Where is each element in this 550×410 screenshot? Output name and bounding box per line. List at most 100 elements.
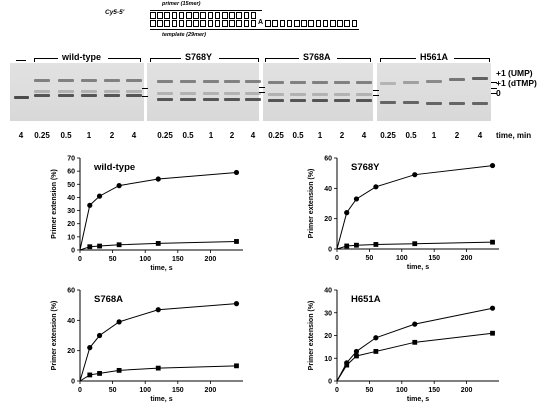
data-point <box>116 319 122 325</box>
bracket-line <box>219 58 258 59</box>
x-tick-label: 150 <box>428 255 440 262</box>
y-tick-label: 20 <box>324 333 332 340</box>
gel-band <box>203 80 219 83</box>
data-point <box>116 367 122 373</box>
gel-band <box>380 82 396 85</box>
y-axis-label: Primer extension (%) <box>51 169 58 239</box>
gel-band <box>312 99 328 102</box>
template-box <box>171 20 178 27</box>
data-point <box>412 172 418 178</box>
template-box <box>344 20 351 27</box>
primer-box <box>164 12 171 19</box>
x-tick-label: 200 <box>205 387 217 394</box>
x-tick-label: 100 <box>396 255 408 262</box>
y-tick-label: 30 <box>324 310 332 317</box>
gel-time-label: 1 <box>317 131 323 140</box>
band-marker <box>373 95 379 96</box>
gel-time-label: 2 <box>454 131 460 140</box>
gel-time-label: 0.25 <box>380 131 396 140</box>
bracket-line <box>380 58 381 62</box>
band-marker <box>142 96 148 97</box>
template-box <box>301 20 307 27</box>
bracket-line <box>258 58 259 62</box>
gel-band <box>245 92 261 95</box>
template-box <box>200 20 207 27</box>
x-tick-label: 50 <box>366 387 374 394</box>
gel-band <box>58 79 74 82</box>
gel-band <box>81 79 97 82</box>
gel-band <box>472 102 488 106</box>
x-tick-label: 150 <box>172 256 184 263</box>
gel-band <box>356 93 372 96</box>
gel-time-label: 4 <box>477 131 483 140</box>
gel-band <box>126 90 142 93</box>
template-box <box>236 20 243 27</box>
series-line <box>79 303 237 382</box>
gel-panel <box>263 63 373 121</box>
y-tick-label: 20 <box>324 216 332 223</box>
band-marker <box>142 88 148 89</box>
data-point <box>87 345 93 351</box>
gel-time-label: 4 <box>131 131 137 140</box>
template-box <box>207 20 214 27</box>
primer-line <box>150 10 262 11</box>
x-tick-label: 200 <box>205 256 217 263</box>
x-tick-label: 50 <box>109 387 117 394</box>
template-box <box>330 20 336 27</box>
gel-panel <box>10 63 144 121</box>
gel-time-label: 0.25 <box>157 131 173 140</box>
series-line <box>336 165 493 250</box>
data-point <box>344 362 350 368</box>
gel-time-label: 0.5 <box>60 131 72 140</box>
data-point <box>412 241 418 247</box>
data-point <box>489 162 496 169</box>
data-point <box>489 305 496 311</box>
gel-band <box>403 80 419 84</box>
template-label: template (29mer) <box>162 32 207 38</box>
primer-box <box>157 12 163 19</box>
cy5-label: Cy5-5' <box>105 9 125 16</box>
gel-band <box>203 92 219 95</box>
gel-band <box>104 94 120 97</box>
y-axis-label: Primer extension (%) <box>51 301 58 371</box>
primer-box <box>200 12 207 19</box>
gel-band <box>334 99 350 102</box>
primer-box <box>150 12 156 19</box>
gel-band <box>104 90 120 93</box>
gel-time-label: 0.5 <box>182 131 194 140</box>
bracket-line <box>337 58 370 59</box>
x-tick-label: 0 <box>335 255 339 262</box>
data-point <box>234 363 239 369</box>
data-point <box>87 372 93 378</box>
template-box <box>157 20 163 27</box>
y-tick-label: 40 <box>67 318 75 325</box>
primer-box <box>207 12 214 19</box>
y-tick-label: 60 <box>67 288 75 295</box>
gel-band <box>380 101 396 104</box>
template-box <box>243 20 250 27</box>
y-tick-label: 0 <box>71 379 75 386</box>
chart-title: S768A <box>94 294 123 305</box>
bracket-line <box>150 58 181 59</box>
gel-band <box>126 79 142 82</box>
primer-box <box>171 12 178 19</box>
x-tick-label: 100 <box>139 387 151 394</box>
y-tick-label: 40 <box>324 288 332 295</box>
gel-band <box>126 94 142 97</box>
gel-band <box>449 101 465 105</box>
y-tick-label: 40 <box>324 186 332 193</box>
bracket-line <box>34 58 58 59</box>
x-tick-label: 0 <box>78 387 82 394</box>
template-box <box>272 20 279 27</box>
gel-panel <box>147 63 259 121</box>
y-axis-label: Primer extension (%) <box>308 169 315 239</box>
gel-band <box>34 90 50 93</box>
template-box <box>186 20 192 27</box>
y-tick-label: 50 <box>67 182 75 189</box>
chart-title: wild-type <box>93 162 135 173</box>
gel-group-label: H561A <box>420 52 449 62</box>
y-tick-label: 70 <box>67 156 75 163</box>
chart-title: S768Y <box>351 162 380 173</box>
template-box <box>286 20 293 27</box>
gel-band <box>203 98 219 101</box>
